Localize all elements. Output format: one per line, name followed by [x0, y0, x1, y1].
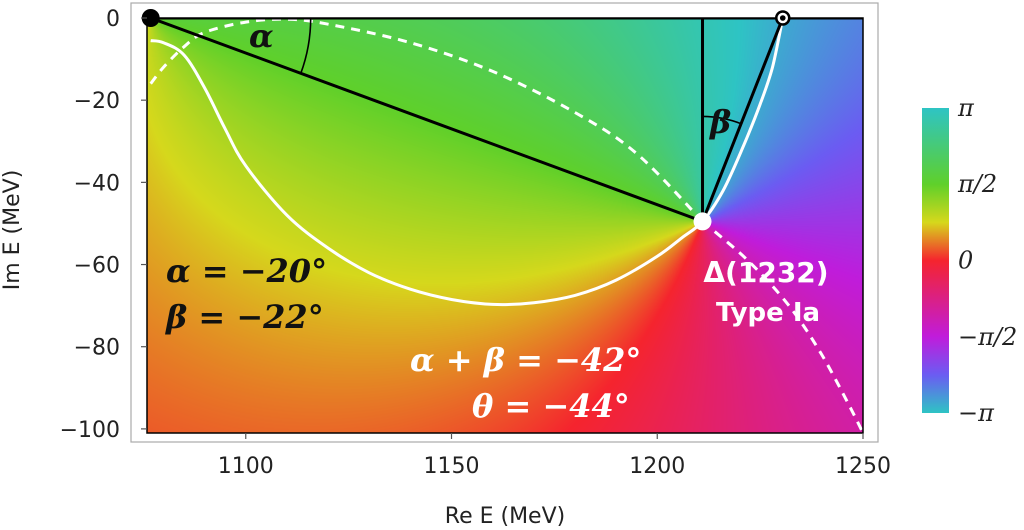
- beta-symbol-label: β: [709, 103, 731, 141]
- y-tick-label: −60: [74, 254, 120, 279]
- y-tick-label: −100: [60, 418, 120, 443]
- beta-angle-arc: [702, 115, 742, 125]
- theta-value-label: θ = −44°: [472, 387, 630, 425]
- threshold-point: [141, 9, 160, 27]
- colorbar-tick-label: π: [957, 94, 975, 122]
- alpha-angle-arc: [300, 18, 312, 74]
- y-tick-label: −80: [74, 336, 120, 361]
- y-axis-ticks: 0 −20 −40 −60 −80 −100: [60, 7, 147, 443]
- x-tick-label: 1150: [424, 454, 480, 479]
- alpha-value-label: α = −20°: [166, 252, 327, 290]
- y-tick-label: −40: [74, 171, 120, 196]
- white-solid-curve: [150, 18, 785, 307]
- white-dashed-curve-upper: [149, 18, 704, 223]
- colorbar-ticks: π π/2 0 −π/2 −π: [957, 94, 1017, 427]
- colorbar-tick-label: −π: [958, 399, 995, 427]
- alpha-plus-beta-label: α + β = −42°: [410, 341, 641, 379]
- x-tick-label: 1200: [629, 454, 685, 479]
- colorbar: [922, 108, 949, 413]
- x-axis-ticks: 1100 1150 1200 1250: [218, 433, 891, 479]
- alpha-symbol-label: α: [249, 17, 274, 55]
- phase-heatmap: [147, 18, 863, 433]
- y-tick-label: 0: [106, 7, 120, 32]
- x-tick-label: 1100: [218, 454, 274, 479]
- x-axis-title: Re E (MeV): [445, 504, 565, 529]
- pole-point: [693, 212, 712, 231]
- beta-value-label: β = −22°: [165, 298, 324, 336]
- colorbar-tick-label: −π/2: [958, 323, 1017, 351]
- pole-to-real-point-line: [701, 18, 785, 222]
- y-axis-title: Im E (MeV): [0, 170, 25, 291]
- colorbar-tick-label: 0: [958, 247, 973, 275]
- x-tick-label: 1250: [835, 454, 891, 479]
- threshold-to-pole-line: [150, 18, 704, 223]
- real-point-center: [779, 15, 786, 21]
- resonance-type-label: Type Ia: [716, 298, 820, 328]
- colorbar-tick-label: π/2: [957, 170, 997, 198]
- plot-area-border: [146, 17, 864, 434]
- resonance-name-label: Δ(1232): [703, 256, 828, 289]
- plot-frame: [130, 2, 879, 443]
- white-dashed-curve-lower: [701, 220, 863, 433]
- y-tick-label: −20: [74, 89, 120, 114]
